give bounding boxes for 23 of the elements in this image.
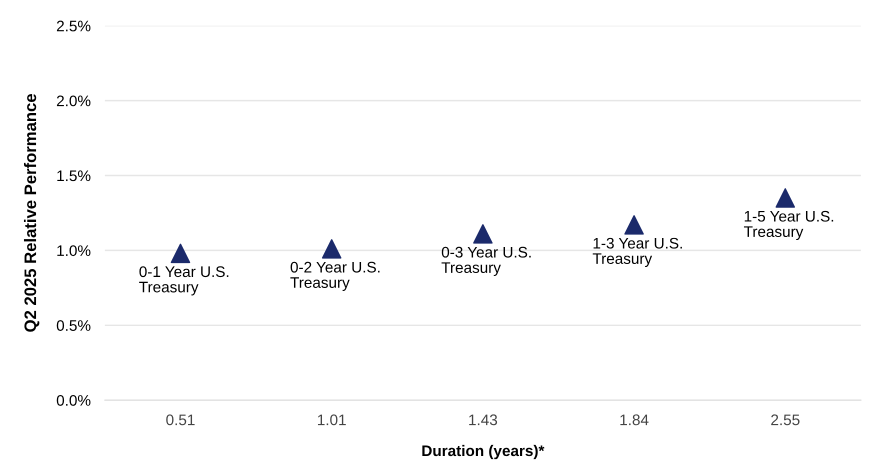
y-tick-label: 2.0%	[56, 95, 90, 106]
annotation: 0-2 Year U.S. Treasury	[290, 262, 380, 291]
x-tick-label: 1.43	[469, 414, 498, 426]
y-tick-label: 0.5%	[56, 320, 90, 331]
x-tick-label: 1.01	[318, 414, 346, 426]
annotation: 0-1 Year U.S. Treasury	[139, 266, 228, 296]
x-tick-label: 1.84	[620, 414, 649, 426]
x-axis-title: Duration (years)*	[422, 444, 544, 460]
y-axis-title: Q2 2025 Relative Performance	[24, 94, 40, 332]
y-tick-label: 1.5%	[57, 170, 90, 182]
annotation: 0-3 Year U.S. Treasury	[442, 246, 531, 276]
point	[624, 215, 644, 235]
y-tick-label: 1.0%	[57, 245, 90, 256]
x-tick-label: 0.51	[166, 414, 195, 426]
point	[322, 239, 342, 259]
y-tick-label: 2.5%	[56, 20, 90, 32]
x-tick-label: 2.55	[771, 414, 800, 426]
point	[473, 224, 493, 244]
annotation: 1-5 Year U.S. Treasury	[744, 210, 834, 240]
annotation: 1-3 Year U.S. Treasury	[592, 238, 682, 268]
point	[776, 188, 796, 208]
point	[170, 244, 190, 264]
y-tick-label: 0.0%	[56, 395, 90, 406]
